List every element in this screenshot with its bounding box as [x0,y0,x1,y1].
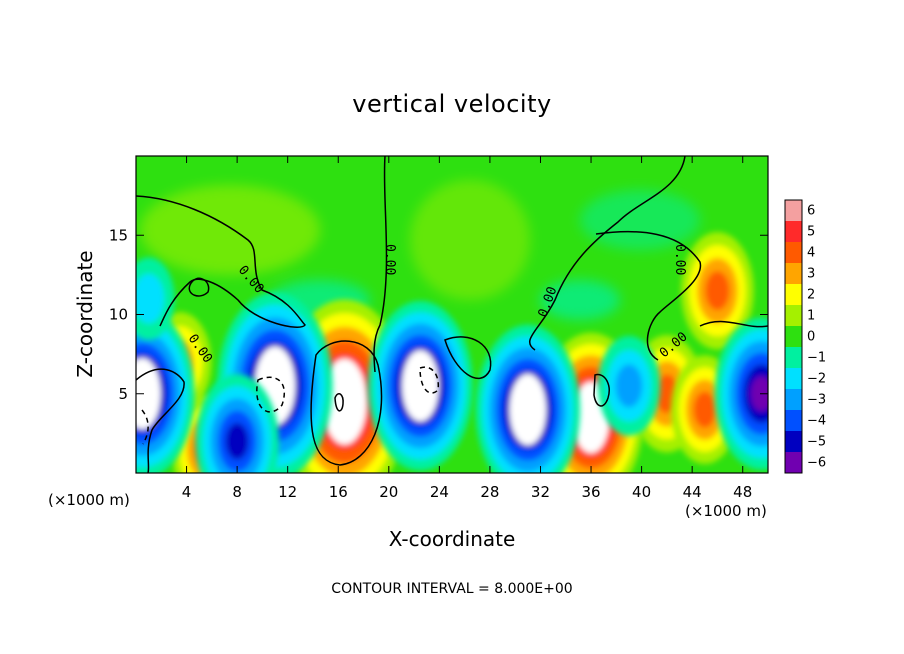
colorbar-tick-label: −4 [807,414,826,429]
y-tick-label: 10 [109,306,128,324]
contour-left-upper [188,277,210,297]
colorbar-swatch [785,263,802,284]
contour-right-mid [595,230,702,361]
downdraft-ring [750,376,768,412]
plot-area: 0.00 0.00 0.00 0.00 0.00 0.00 [136,156,768,473]
colorbar-swatch [785,200,802,221]
colorbar-swatch [785,389,802,410]
y-tick-label: 15 [109,226,128,244]
contour-main-outer [310,340,383,466]
downdraft-core [368,301,473,471]
contour-right-edge [699,320,768,328]
colorbar-tick-label: 2 [807,288,815,303]
colorbar-swatch [785,368,802,389]
x-tick-label: 48 [733,483,752,501]
x-tick-label: 12 [278,483,297,501]
colorbar-tick-label: 4 [807,246,815,261]
colorbar-tick-label: −6 [807,456,826,471]
downdraft-ring [225,422,249,460]
colorbar: 6 5 4 3 2 1 0 −1 −2 −3 −4 −5 −6 [784,199,826,474]
x-tick-label: 4 [182,483,192,501]
contour-right-top [529,156,686,351]
contour-center-dashed [419,366,440,394]
x-tick-label: 32 [531,483,550,501]
colorbar-tick-label: 0 [807,330,815,345]
shading-upper-mid [410,180,530,300]
colorbar-tick-label: −3 [807,393,826,408]
updraft-ring [705,271,730,311]
downdraft-core [597,335,661,436]
x-unit-left: (×1000 m) [48,491,130,509]
x-axis: 4 8 12 16 20 24 28 32 36 40 44 48 [182,156,752,501]
colorbar-swatch [785,347,802,368]
colorbar-tick-label: −1 [807,351,826,366]
contour-label-3: 0.00 [382,244,397,275]
shading-upper-right [580,190,700,250]
contour-top-left [136,195,306,328]
colorbar-swatch [785,242,802,263]
contour-label-5: 0.00 [672,244,687,275]
shading-upper-left [140,185,320,275]
y-tick-label: 5 [118,385,128,403]
colorbar-tick-label: −2 [807,372,826,387]
downdraft-saturated [402,350,439,422]
updraft-ring [693,391,717,428]
contour-left-dashed [256,376,285,413]
colorbar-swatch [785,221,802,242]
y-axis-label: Z-coordinate [73,250,97,377]
y-axis: 5 10 15 [109,226,768,403]
colorbar-tick-label: 5 [807,225,815,240]
x-tick-label: 24 [430,483,449,501]
colorbar-swatch [785,431,802,452]
colorbar-swatch [785,326,802,347]
updraft-saturated [322,358,367,445]
x-tick-label: 36 [581,483,600,501]
contour-right-blob [593,373,610,407]
contour-main-inner [334,393,344,412]
x-tick-label: 16 [329,483,348,501]
x-axis-label: X-coordinate [389,527,516,551]
colorbar-swatch [785,452,802,473]
x-tick-label: 40 [632,483,651,501]
zero-contours [136,156,768,473]
colorbar-tick-label: 1 [807,309,815,324]
downdraft-core [475,324,581,473]
downdraft-saturated [509,373,547,446]
colorbar-swatch [785,410,802,431]
chart-title: vertical velocity [352,90,551,118]
colorbar-frame [784,199,803,474]
x-tick-label: 8 [232,483,242,501]
x-unit-right: (×1000 m) [685,502,767,520]
colorbar-tick-label: 3 [807,267,815,282]
contour-bottom-left [136,368,185,473]
contour-far-left-dashed [141,409,149,445]
downdraft-ring [136,273,165,324]
contour-center-top [373,156,388,373]
downdraft-core [714,317,768,470]
x-tick-label: 28 [480,483,499,501]
downdraft-core [136,257,175,340]
colorbar-swatch [785,305,802,326]
contour-interval-note: CONTOUR INTERVAL = 8.000E+00 [331,581,572,597]
colorbar-swatch [785,284,802,305]
x-tick-label: 44 [683,483,702,501]
downdraft-ring [615,364,643,408]
colorbar-tick-label: 6 [807,204,815,219]
x-tick-label: 20 [379,483,398,501]
colorbar-tick-label: −5 [807,435,826,450]
contour-mid-island [444,336,492,380]
